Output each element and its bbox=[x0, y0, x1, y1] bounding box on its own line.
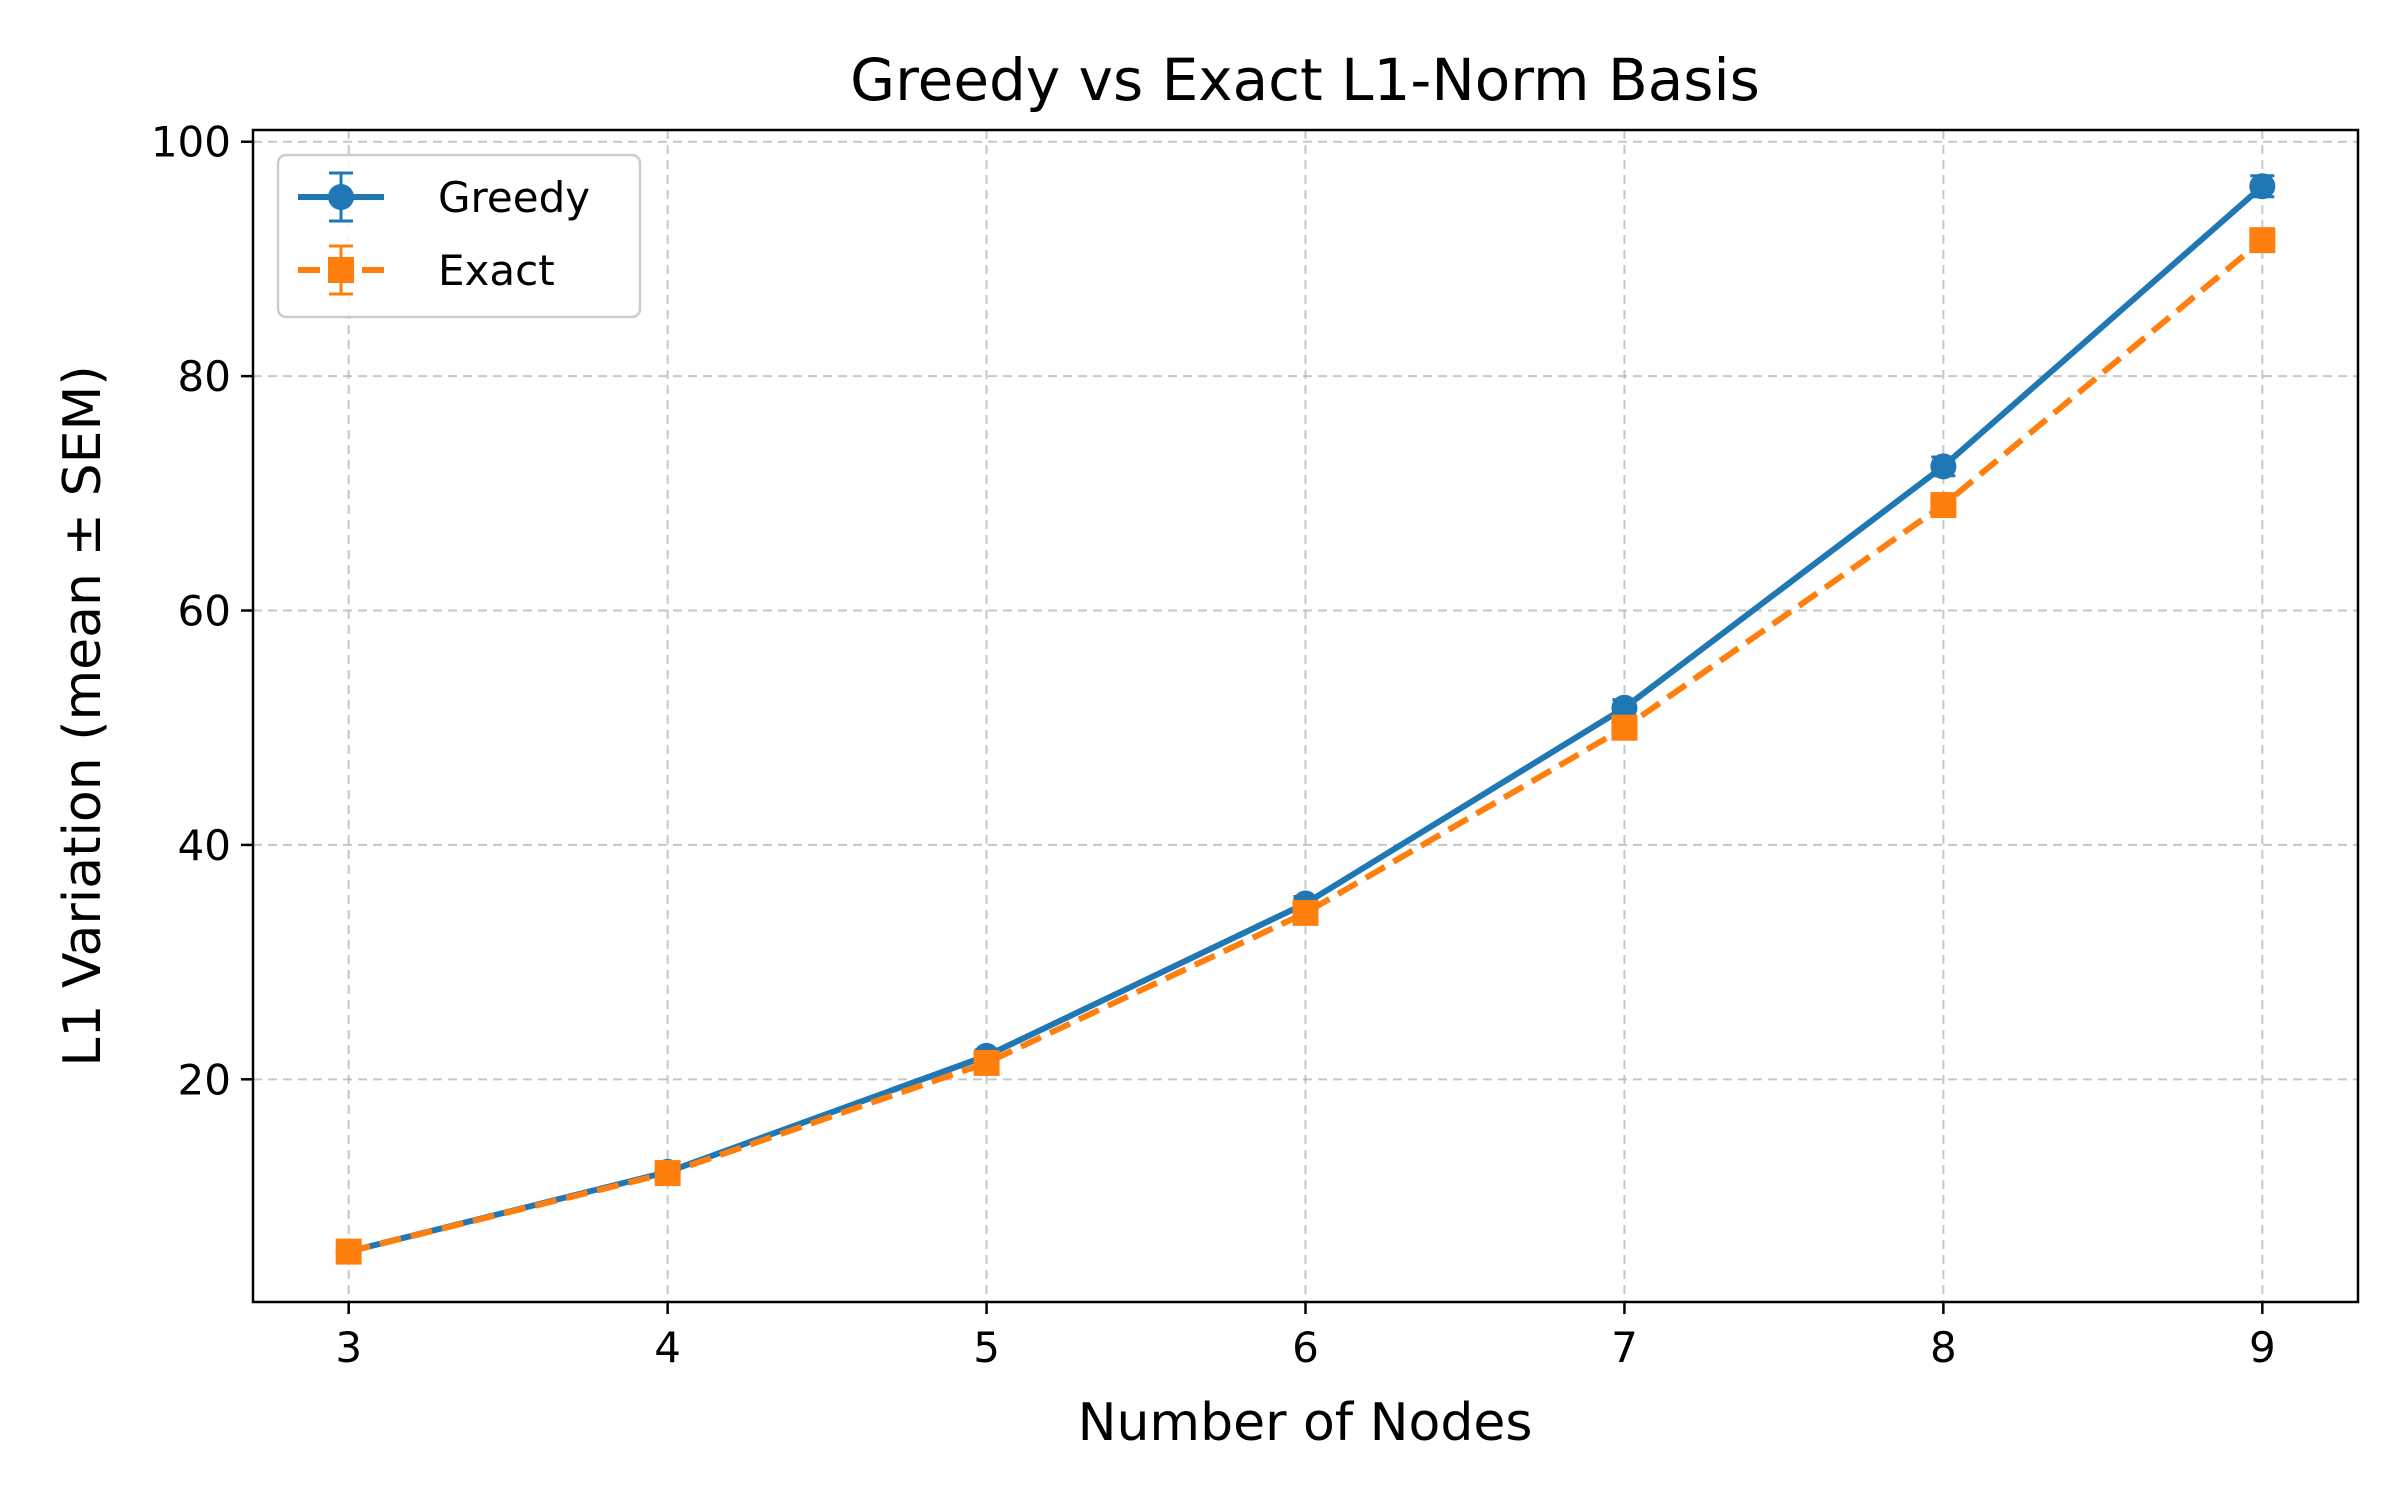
x-tick-label: 7 bbox=[1611, 1323, 1638, 1372]
legend-label: Exact bbox=[438, 246, 555, 295]
legend-item-exact: Exact bbox=[298, 244, 555, 296]
legend-item-greedy: Greedy bbox=[298, 171, 590, 223]
data-point bbox=[1611, 694, 1638, 721]
y-tick-label: 80 bbox=[178, 352, 231, 401]
data-point bbox=[335, 1238, 362, 1265]
legend: Greedy Exact bbox=[276, 153, 642, 319]
plot-area bbox=[335, 173, 2276, 1265]
series-exact bbox=[335, 227, 2276, 1265]
x-tick-label: 4 bbox=[654, 1323, 681, 1372]
legend-marker bbox=[328, 257, 354, 283]
grid bbox=[253, 130, 2358, 1302]
x-tick-label: 6 bbox=[1292, 1323, 1319, 1372]
data-point bbox=[1292, 899, 1319, 926]
y-tick-label: 60 bbox=[178, 587, 231, 636]
x-tick-label: 3 bbox=[335, 1323, 362, 1372]
data-point bbox=[1930, 492, 1957, 519]
y-axis-label: L1 Variation (mean ± SEM) bbox=[53, 365, 113, 1066]
legend-marker bbox=[328, 184, 354, 210]
data-point bbox=[2249, 173, 2276, 200]
chart-title: Greedy vs Exact L1-Norm Basis bbox=[850, 46, 1760, 114]
data-point bbox=[1611, 714, 1638, 741]
data-point bbox=[654, 1160, 681, 1187]
x-tick-label: 9 bbox=[2249, 1323, 2276, 1372]
data-point bbox=[2249, 227, 2276, 254]
y-tick-label: 20 bbox=[178, 1055, 231, 1104]
x-axis-label: Number of Nodes bbox=[1078, 1393, 1533, 1453]
legend-label: Greedy bbox=[438, 173, 590, 222]
axis-ticks: 3 4 5 6 7 8 9 20 40 60 80 100 bbox=[151, 118, 2276, 1372]
y-tick-label: 100 bbox=[151, 118, 231, 167]
data-point bbox=[973, 1049, 1000, 1076]
x-tick-label: 8 bbox=[1930, 1323, 1957, 1372]
x-tick-label: 5 bbox=[973, 1323, 1000, 1372]
data-point bbox=[1930, 453, 1957, 480]
y-tick-label: 40 bbox=[178, 821, 231, 870]
